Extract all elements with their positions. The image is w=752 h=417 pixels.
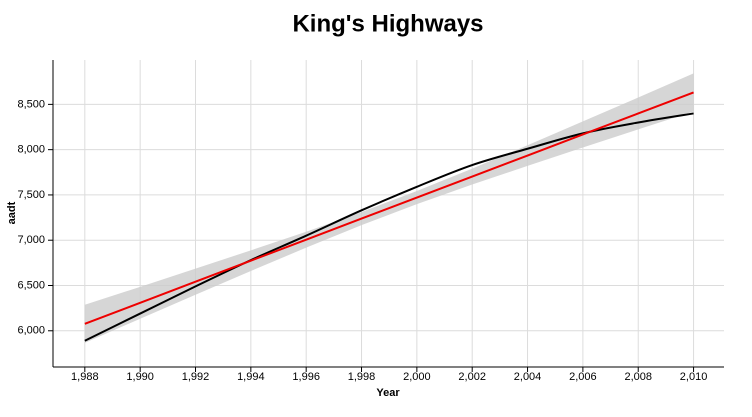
line (84, 91, 694, 325)
y-tick-label: 6,500 (17, 279, 45, 291)
x-tick-label: 2,000 (403, 371, 431, 383)
y-axis-label: aadt (6, 201, 18, 224)
y-tick-label: 7,000 (17, 234, 45, 246)
chart-title: King's Highways (292, 10, 483, 37)
x-tick-label: 1,990 (126, 371, 154, 383)
y-tick-label: 8,000 (17, 144, 45, 156)
x-tick-label: 2,006 (569, 371, 597, 383)
x-tick-label: 1,996 (292, 371, 320, 383)
x-axis-label: Year (376, 387, 400, 399)
x-tick-label: 1,998 (348, 371, 376, 383)
y-tick-label: 7,500 (17, 189, 45, 201)
x-tick-label: 2,004 (514, 371, 542, 383)
x-tick-label: 2,002 (458, 371, 486, 383)
x-tick-label: 1,994 (237, 371, 265, 383)
x-tick-label: 1,992 (182, 371, 210, 383)
line (84, 112, 694, 342)
x-tick-label: 2,008 (624, 371, 652, 383)
y-tick-label: 6,000 (17, 325, 45, 337)
y-tick-label: 8,500 (17, 98, 45, 110)
x-tick-label: 1,988 (71, 371, 99, 383)
x-tick-label: 2,010 (680, 371, 708, 383)
